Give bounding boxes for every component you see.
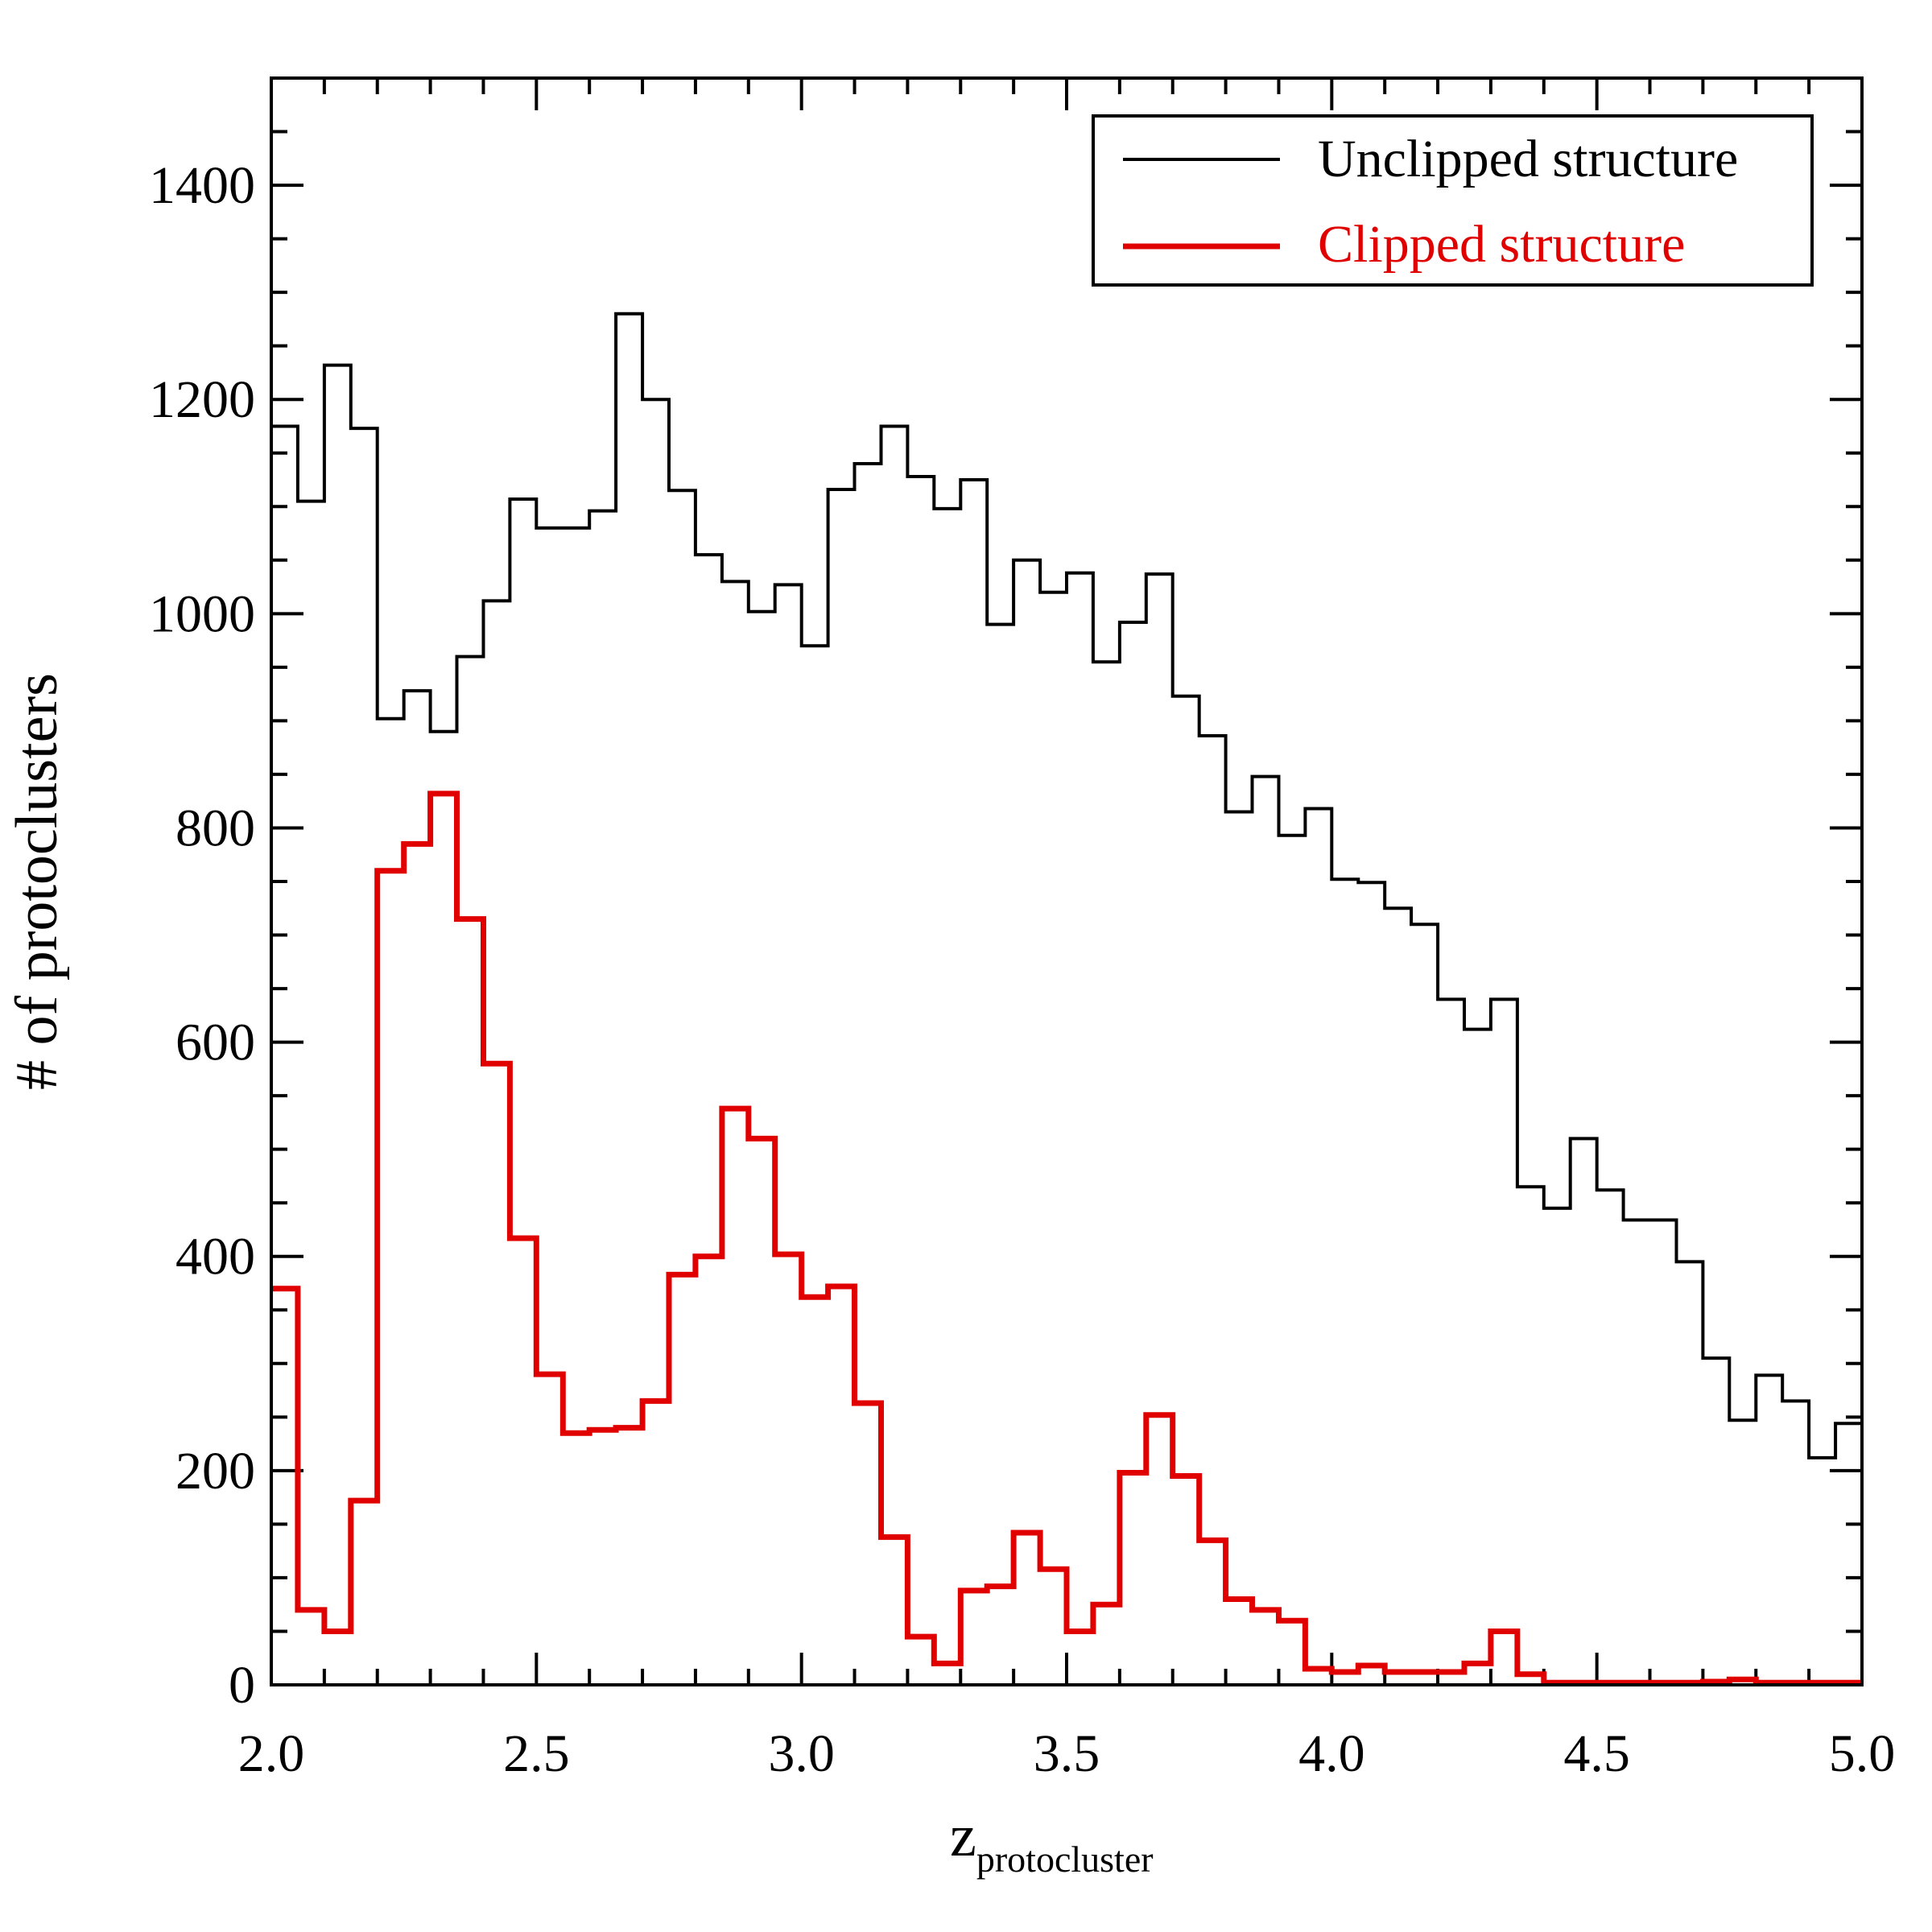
x-tick-label: 2.0 (238, 1724, 305, 1783)
x-tick-label: 2.5 (503, 1724, 570, 1783)
y-tick-label: 1200 (149, 370, 255, 429)
axis-ticks (270, 76, 1864, 1686)
plot-frame (270, 76, 1864, 1686)
tick-labels: 2.0 2.5 3.0 3.5 4.0 4.5 5.0 0 200 400 600 800 1000 12… (149, 156, 1895, 1783)
legend-label-clipped: Clipped structure (1318, 215, 1685, 274)
x-tick-label: 5.0 (1829, 1724, 1896, 1783)
legend: Unclipped structure Clipped structure (1092, 114, 1814, 287)
y-tick-label: 0 (229, 1656, 255, 1715)
legend-label-unclipped: Unclipped structure (1318, 130, 1738, 188)
y-tick-label: 400 (175, 1228, 255, 1286)
x-tick-label: 3.5 (1034, 1724, 1100, 1783)
clipped-structure-series (271, 791, 1862, 1686)
y-axis-title: # of protoclusters (4, 673, 70, 1090)
unclipped-structure-series (271, 312, 1862, 1459)
series-layer (271, 312, 1862, 1686)
x-tick-label: 4.0 (1298, 1724, 1365, 1783)
y-tick-label: 600 (175, 1013, 255, 1072)
y-tick-label: 200 (175, 1442, 255, 1501)
x-tick-label: 3.0 (768, 1724, 835, 1783)
y-tick-label: 1000 (149, 584, 255, 643)
x-axis-title-main: z (950, 1803, 976, 1869)
x-axis-title-subscript: protocluster (976, 1839, 1154, 1880)
y-tick-label: 1400 (149, 156, 255, 215)
x-tick-label: 4.5 (1563, 1724, 1630, 1783)
y-tick-label: 800 (175, 799, 255, 857)
x-axis-title: zprotocluster (950, 1803, 1154, 1880)
legend-box (1092, 114, 1814, 287)
